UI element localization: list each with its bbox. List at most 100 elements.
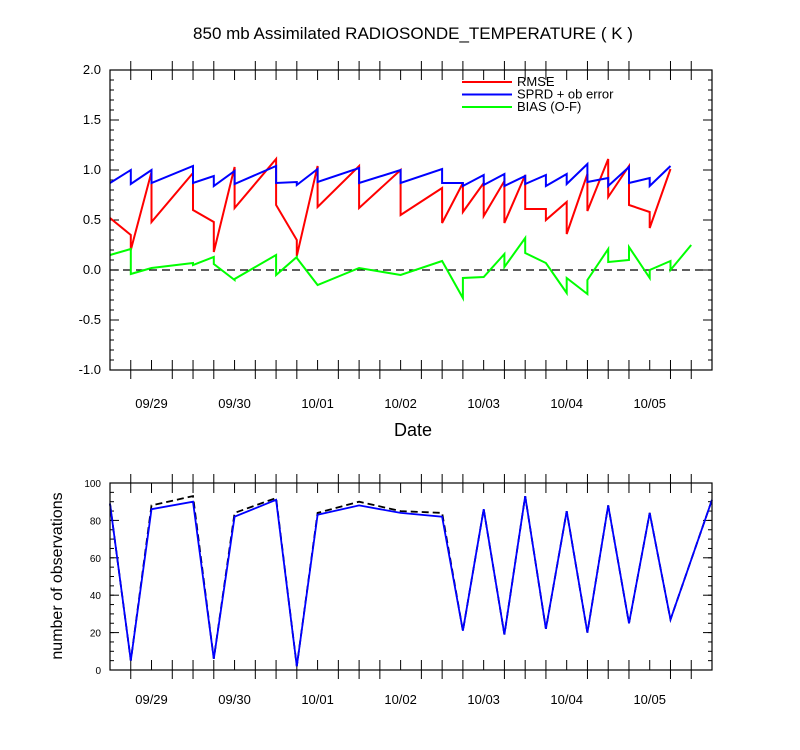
data-point-rmse (566, 201, 567, 202)
data-point-rmse (317, 206, 318, 207)
bottom-series-group (109, 495, 713, 667)
data-point-sprd-ob-error (525, 175, 526, 176)
x-tick-label: 10/01 (301, 396, 334, 411)
chart-title: 850 mb Assimilated RADIOSONDE_TEMPERATUR… (193, 24, 633, 43)
data-point-bias-o-f (213, 256, 214, 257)
top-series-group (109, 156, 692, 302)
data-point-assimilated (566, 511, 567, 512)
data-point-assimilated (587, 632, 588, 633)
data-point-bias-o-f (691, 244, 692, 245)
data-point-bias-o-f (649, 277, 650, 278)
data-point-bias-o-f (587, 279, 588, 280)
bottom-chart: 0 20 40 60 80 100 09/29 09/30 10/01 10/02 10/03 10/… (84, 474, 713, 707)
data-point-rmse (359, 165, 360, 166)
data-point-assimilated (130, 660, 131, 661)
legend-label-rmse: RMSE (517, 74, 555, 89)
data-point-rmse (442, 187, 443, 188)
top-axis-ticks (110, 61, 712, 379)
data-point-sprd-ob-error (462, 182, 463, 183)
data-point-bias-o-f (628, 259, 629, 260)
data-point-rmse (213, 221, 214, 222)
data-point-sprd-ob-error (587, 163, 588, 164)
data-point-bias-o-f (192, 262, 193, 263)
y-tick-label: 2.0 (83, 62, 101, 77)
y-tick-label: 1.0 (83, 162, 101, 177)
x-tick-label: 10/02 (384, 692, 417, 707)
data-point-sprd-ob-error (317, 181, 318, 182)
data-point-assimilated (504, 634, 505, 635)
data-point-bias-o-f (504, 266, 505, 267)
data-point-rmse (151, 221, 152, 222)
data-point-rmse (525, 208, 526, 209)
series-line-assimilated (109, 495, 713, 667)
data-point-bias-o-f (462, 297, 463, 298)
data-point-bias-o-f (276, 274, 277, 275)
data-point-bias-o-f (628, 246, 629, 247)
data-point-rmse (276, 204, 277, 205)
data-point-sprd-ob-error (649, 185, 650, 186)
data-point-rmse (213, 251, 214, 252)
series-line-sprd-ob-error (109, 161, 672, 189)
data-point-bias-o-f (234, 278, 235, 279)
x-tick-label: 09/30 (218, 396, 251, 411)
data-point-sprd-ob-error (213, 175, 214, 176)
data-point-sprd-ob-error (442, 168, 443, 169)
data-point-rmse (442, 222, 443, 223)
data-point-sprd-ob-error (545, 185, 546, 186)
data-point-possible (400, 511, 401, 512)
data-point-bias-o-f (587, 293, 588, 294)
top-chart: -1.0 -0.5 0.0 0.5 1.0 1.5 2.0 09/29 09/30 10/01 10… (79, 61, 713, 411)
data-point-rmse (545, 219, 546, 220)
data-point-bias-o-f (359, 267, 360, 268)
data-point-bias-o-f (525, 252, 526, 253)
x-tick-label: 10/03 (467, 692, 500, 707)
data-point-sprd-ob-error (130, 169, 131, 170)
data-point-bias-o-f (566, 292, 567, 293)
y-tick-label: 60 (90, 554, 102, 565)
data-point-bias-o-f (462, 277, 463, 278)
data-point-sprd-ob-error (566, 183, 567, 184)
x-tick-label: 10/03 (467, 396, 500, 411)
data-point-possible (192, 496, 193, 497)
data-point-assimilated (608, 505, 609, 506)
data-point-rmse (670, 168, 671, 169)
data-point-bias-o-f (483, 276, 484, 277)
data-point-assimilated (670, 619, 671, 620)
data-point-bias-o-f (130, 273, 131, 274)
data-point-bias-o-f (317, 284, 318, 285)
data-point-sprd-ob-error (276, 165, 277, 166)
y-tick-label: 0.5 (83, 212, 101, 227)
data-point-sprd-ob-error (462, 185, 463, 186)
data-point-rmse (649, 211, 650, 212)
data-point-assimilated (649, 512, 650, 513)
data-point-sprd-ob-error (192, 182, 193, 183)
y-tick-label: 0 (95, 666, 101, 677)
data-point-rmse (130, 234, 131, 235)
y-tick-label: 20 (90, 629, 102, 640)
data-point-sprd-ob-error (151, 182, 152, 183)
data-point-bias-o-f (566, 277, 567, 278)
bottom-plot-frame (109, 482, 713, 671)
data-point-possible (234, 512, 235, 513)
data-point-sprd-ob-error (628, 166, 629, 167)
x-tick-label: 10/01 (301, 692, 334, 707)
data-point-bias-o-f (608, 261, 609, 262)
data-point-bias-o-f (213, 263, 214, 264)
data-point-rmse (234, 166, 235, 167)
data-point-assimilated (400, 512, 401, 513)
data-point-rmse (359, 207, 360, 208)
data-point-sprd-ob-error (359, 182, 360, 183)
data-point-assimilated (296, 666, 297, 667)
x-axis-title: Date (394, 420, 432, 440)
data-point-bias-o-f (151, 267, 152, 268)
y-tick-label: -0.5 (79, 312, 101, 327)
data-point-rmse (649, 227, 650, 228)
data-point-assimilated (151, 509, 152, 510)
data-point-bias-o-f (670, 260, 671, 261)
x-tick-label: 09/30 (218, 692, 251, 707)
data-point-bias-o-f (649, 269, 650, 270)
data-point-bias-o-f (670, 269, 671, 270)
y-tick-label: 1.5 (83, 112, 101, 127)
